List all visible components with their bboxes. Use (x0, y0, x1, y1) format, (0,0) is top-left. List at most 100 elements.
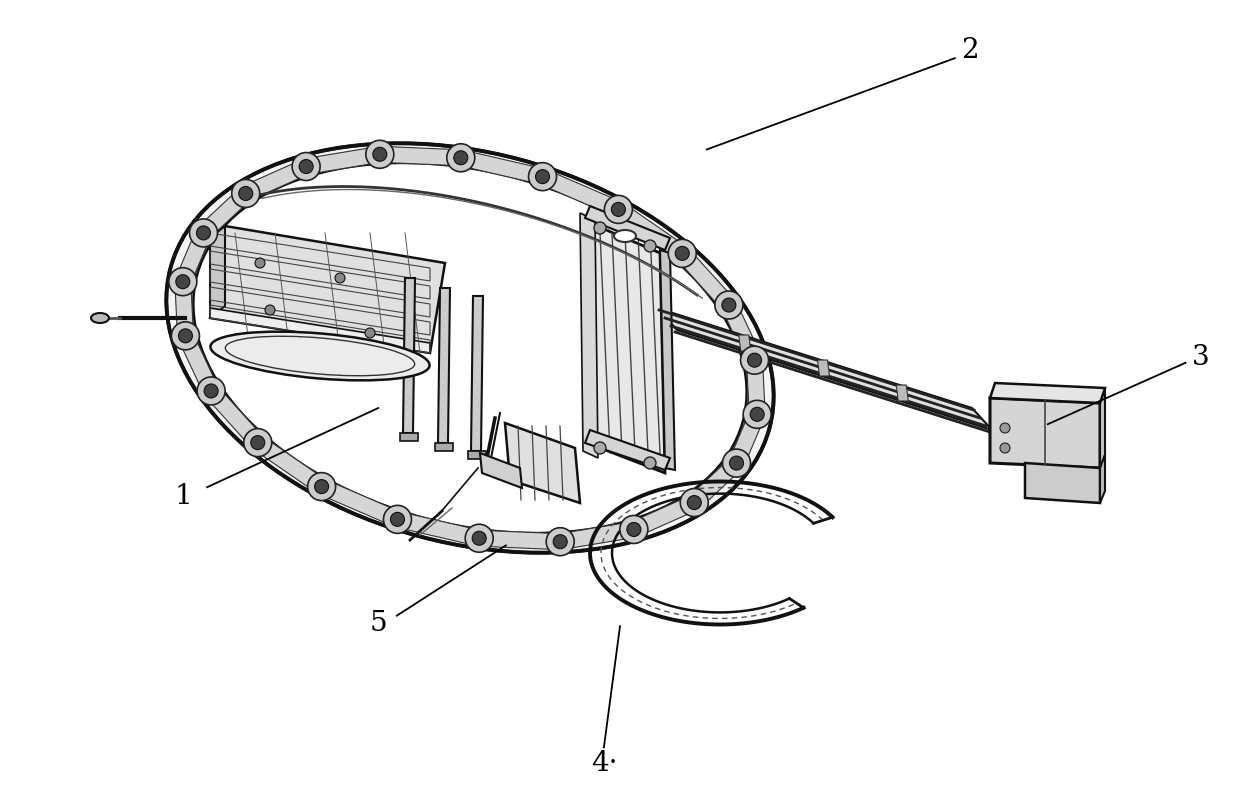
Circle shape (190, 219, 217, 247)
Circle shape (335, 273, 345, 283)
Polygon shape (722, 301, 761, 364)
Circle shape (197, 377, 226, 405)
Ellipse shape (614, 230, 636, 242)
Polygon shape (733, 463, 740, 475)
Circle shape (594, 442, 606, 454)
Polygon shape (480, 453, 522, 488)
Circle shape (366, 141, 394, 168)
Circle shape (681, 489, 708, 516)
Circle shape (999, 423, 1011, 433)
Polygon shape (631, 495, 698, 537)
Polygon shape (175, 281, 193, 336)
Polygon shape (614, 209, 622, 221)
Circle shape (365, 328, 374, 338)
Polygon shape (746, 360, 765, 415)
Polygon shape (475, 538, 484, 550)
Polygon shape (1025, 463, 1100, 503)
Circle shape (232, 179, 259, 208)
Circle shape (205, 384, 218, 398)
Polygon shape (897, 385, 908, 401)
Polygon shape (317, 486, 326, 499)
Circle shape (644, 457, 656, 469)
Polygon shape (435, 443, 453, 451)
Circle shape (999, 443, 1011, 453)
Polygon shape (538, 177, 547, 188)
Polygon shape (210, 226, 445, 353)
Circle shape (169, 267, 197, 296)
Circle shape (687, 495, 702, 510)
Polygon shape (585, 430, 670, 470)
Polygon shape (198, 187, 252, 238)
Circle shape (373, 147, 387, 162)
Circle shape (391, 512, 404, 526)
Ellipse shape (191, 162, 749, 535)
Circle shape (676, 246, 689, 260)
Circle shape (729, 456, 744, 470)
Polygon shape (539, 170, 621, 217)
Polygon shape (559, 522, 635, 549)
Polygon shape (590, 223, 665, 473)
Polygon shape (753, 415, 761, 427)
Text: 4·: 4· (590, 750, 618, 777)
Polygon shape (817, 360, 830, 376)
Polygon shape (479, 530, 560, 549)
Polygon shape (376, 154, 384, 166)
Circle shape (196, 226, 211, 240)
Polygon shape (556, 541, 564, 553)
Polygon shape (179, 282, 187, 293)
Polygon shape (471, 296, 484, 451)
Circle shape (250, 436, 265, 449)
Polygon shape (1100, 388, 1105, 468)
Circle shape (611, 202, 625, 217)
Polygon shape (657, 308, 992, 430)
Polygon shape (580, 213, 598, 458)
Circle shape (383, 505, 412, 533)
Circle shape (620, 516, 647, 544)
Circle shape (722, 298, 735, 312)
Circle shape (553, 535, 567, 549)
Circle shape (265, 305, 275, 315)
Polygon shape (403, 278, 415, 433)
Polygon shape (200, 233, 207, 245)
Circle shape (594, 222, 606, 234)
Circle shape (299, 159, 314, 174)
Polygon shape (456, 158, 465, 170)
Polygon shape (176, 229, 211, 284)
Circle shape (293, 153, 320, 180)
Polygon shape (179, 332, 218, 394)
Polygon shape (750, 360, 759, 372)
Polygon shape (630, 529, 637, 541)
Circle shape (244, 428, 272, 457)
Circle shape (644, 240, 656, 252)
Circle shape (239, 187, 253, 200)
Circle shape (715, 291, 743, 319)
Circle shape (668, 239, 696, 267)
Polygon shape (739, 335, 750, 351)
Polygon shape (1100, 455, 1105, 503)
Circle shape (446, 144, 475, 172)
Polygon shape (393, 520, 402, 532)
Polygon shape (459, 150, 544, 184)
Polygon shape (660, 250, 675, 470)
Polygon shape (253, 443, 262, 455)
Polygon shape (242, 193, 249, 205)
Circle shape (454, 151, 467, 165)
Polygon shape (319, 479, 401, 527)
Circle shape (627, 523, 641, 537)
Circle shape (315, 480, 329, 494)
Polygon shape (181, 336, 190, 347)
Circle shape (308, 473, 336, 501)
Polygon shape (729, 411, 765, 466)
Circle shape (255, 258, 265, 268)
Polygon shape (401, 433, 418, 441)
Polygon shape (678, 254, 686, 265)
Polygon shape (990, 383, 1105, 403)
Circle shape (604, 196, 632, 223)
Text: 2: 2 (961, 36, 978, 64)
Polygon shape (691, 503, 698, 515)
Text: 3: 3 (1192, 343, 1209, 371)
Circle shape (176, 275, 190, 288)
Polygon shape (724, 305, 733, 317)
Polygon shape (207, 391, 215, 403)
Polygon shape (210, 226, 224, 318)
